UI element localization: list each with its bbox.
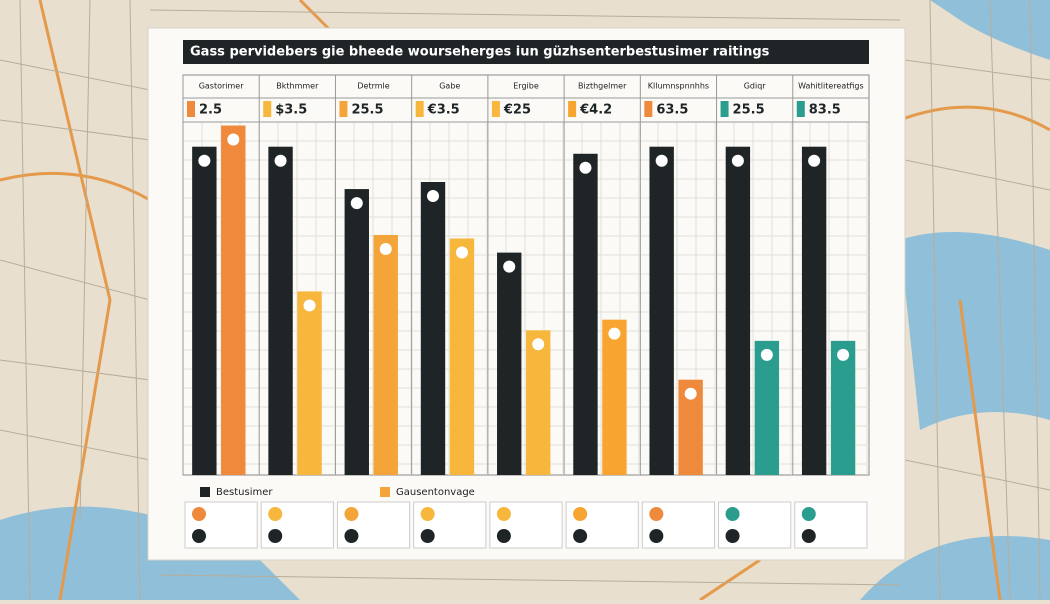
- price-label: €3.5: [427, 103, 460, 118]
- bar-badge: [227, 133, 240, 146]
- column-header: Ergibe: [513, 82, 539, 91]
- bar-badge: [379, 242, 392, 255]
- bar: [830, 340, 856, 475]
- bar: [497, 252, 522, 475]
- price-swatch: [568, 101, 577, 117]
- bar: [221, 125, 246, 475]
- bar: [297, 291, 322, 475]
- legend-dot: [420, 507, 435, 521]
- bar-badge: [455, 246, 468, 259]
- bar: [449, 238, 475, 475]
- price-swatch: [187, 101, 195, 117]
- bar-badge: [837, 348, 850, 361]
- legend-dot: [496, 529, 511, 543]
- legend-swatch: [380, 487, 390, 497]
- price-label: $3.5: [275, 103, 307, 118]
- price-swatch: [415, 101, 424, 117]
- legend-dot: [801, 507, 816, 521]
- legend-dot: [649, 529, 664, 543]
- bar-badge: [198, 154, 211, 167]
- bar: [420, 182, 446, 475]
- bar-badge: [350, 197, 363, 210]
- legend-dot: [420, 529, 435, 543]
- bar: [602, 319, 627, 475]
- legend-dot: [192, 529, 206, 543]
- bar: [373, 234, 398, 475]
- legend-dot: [192, 507, 206, 521]
- price-label: 25.5: [351, 103, 383, 118]
- legend-dot: [573, 529, 588, 543]
- price-label: 25.5: [733, 103, 765, 118]
- legend-dot: [801, 529, 816, 543]
- price-label: €25: [503, 103, 531, 118]
- price-label: 83.5: [809, 103, 841, 118]
- bar-badge: [579, 161, 592, 174]
- bar: [192, 146, 217, 475]
- column-header: Wahitlitereatfigs: [798, 82, 864, 91]
- chart-title: Gass pervidebers gie bheede wourseherges…: [190, 45, 770, 60]
- bar: [754, 340, 780, 475]
- bar-badge: [608, 327, 621, 340]
- legend-dot: [344, 529, 359, 543]
- column-header: Bizthgelmer: [578, 82, 627, 91]
- bar: [268, 146, 293, 475]
- legend-label: Bestusimer: [216, 487, 273, 498]
- legend-dot: [725, 529, 740, 543]
- bar: [801, 146, 827, 475]
- legend-dot: [573, 507, 588, 521]
- price-swatch: [339, 101, 348, 117]
- legend-dot: [649, 507, 664, 521]
- bar-badge: [427, 190, 440, 203]
- legend-dot: [344, 507, 359, 521]
- legend-dot: [268, 507, 283, 521]
- bar-badge: [655, 154, 668, 167]
- bar-badge: [808, 154, 821, 167]
- price-swatch: [720, 101, 729, 117]
- bar-badge: [503, 260, 516, 273]
- column-header: Detrmle: [357, 82, 389, 91]
- column-header: Gdiqr: [744, 82, 767, 91]
- column-header: Gastorimer: [199, 82, 245, 91]
- bar-badge: [303, 299, 316, 312]
- column-header: Gabe: [439, 82, 460, 91]
- legend-label: Gausentonvage: [396, 487, 475, 498]
- bar-badge: [684, 387, 697, 400]
- legend-dot: [725, 507, 740, 521]
- bar-badge: [731, 154, 744, 167]
- price-swatch: [491, 101, 500, 117]
- legend-swatch: [200, 487, 210, 497]
- price-swatch: [263, 101, 272, 117]
- bar: [649, 146, 674, 475]
- bar-badge: [760, 348, 773, 361]
- column-header: Kllumnspnnhhs: [648, 82, 709, 91]
- bar: [725, 146, 751, 475]
- bar-badge: [274, 154, 287, 167]
- legend-dot: [268, 529, 283, 543]
- bar-badge: [532, 338, 545, 351]
- legend-dot: [496, 507, 511, 521]
- price-swatch: [644, 101, 653, 117]
- bar: [526, 330, 551, 475]
- price-label: 63.5: [656, 103, 688, 118]
- bar: [573, 153, 598, 475]
- price-label: €4.2: [579, 103, 612, 118]
- price-label: 2.5: [199, 103, 222, 118]
- column-header: Bkthmmer: [276, 82, 319, 91]
- price-swatch: [796, 101, 805, 117]
- bar: [344, 189, 369, 475]
- title-band: [183, 40, 869, 64]
